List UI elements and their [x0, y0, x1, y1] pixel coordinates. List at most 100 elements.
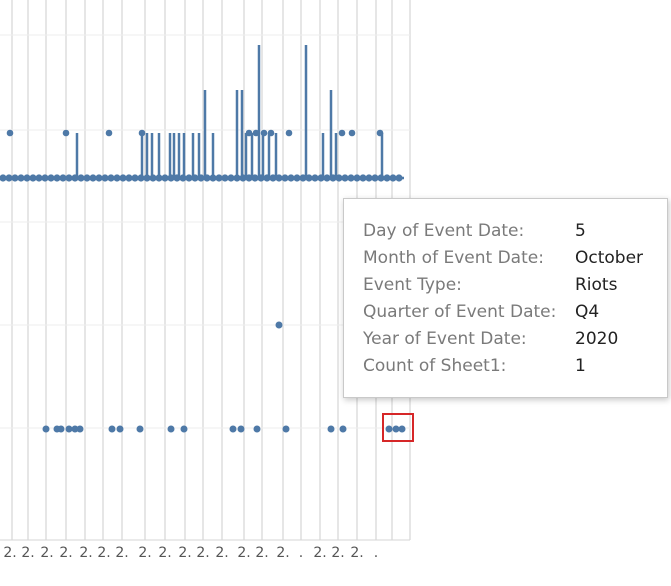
data-point[interactable]: [329, 174, 337, 182]
data-point[interactable]: [305, 174, 313, 182]
data-point[interactable]: [136, 425, 144, 433]
data-point[interactable]: [11, 174, 19, 182]
data-point[interactable]: [89, 174, 97, 182]
data-point[interactable]: [359, 174, 367, 182]
data-point[interactable]: [35, 174, 43, 182]
data-point[interactable]: [71, 425, 79, 433]
data-point[interactable]: [347, 174, 355, 182]
data-point[interactable]: [245, 174, 253, 182]
data-point[interactable]: [65, 174, 73, 182]
data-point[interactable]: [365, 174, 373, 182]
data-point[interactable]: [23, 174, 31, 182]
data-point[interactable]: [260, 129, 268, 137]
data-point[interactable]: [101, 174, 109, 182]
data-point[interactable]: [180, 425, 188, 433]
data-point[interactable]: [57, 425, 65, 433]
data-point[interactable]: [371, 174, 379, 182]
data-point[interactable]: [17, 174, 25, 182]
data-point[interactable]: [185, 174, 193, 182]
data-point[interactable]: [191, 174, 199, 182]
data-point[interactable]: [203, 174, 211, 182]
data-point[interactable]: [29, 174, 37, 182]
data-point[interactable]: [59, 174, 67, 182]
data-point[interactable]: [376, 129, 384, 137]
data-point[interactable]: [239, 174, 247, 182]
data-point[interactable]: [113, 174, 121, 182]
data-point[interactable]: [287, 174, 295, 182]
data-point[interactable]: [323, 174, 331, 182]
data-point[interactable]: [62, 129, 70, 137]
data-point[interactable]: [389, 174, 397, 182]
data-point[interactable]: [138, 129, 146, 137]
data-point[interactable]: [299, 174, 307, 182]
data-point[interactable]: [311, 174, 319, 182]
data-point[interactable]: [215, 174, 223, 182]
data-point[interactable]: [253, 425, 261, 433]
data-point[interactable]: [83, 174, 91, 182]
data-point[interactable]: [327, 425, 335, 433]
data-point[interactable]: [53, 174, 61, 182]
data-point[interactable]: [71, 174, 79, 182]
data-point[interactable]: [275, 321, 283, 329]
data-point[interactable]: [281, 174, 289, 182]
data-point[interactable]: [107, 174, 115, 182]
data-point[interactable]: [149, 174, 157, 182]
data-point[interactable]: [116, 425, 124, 433]
data-point[interactable]: [269, 174, 277, 182]
data-point[interactable]: [167, 425, 175, 433]
data-point[interactable]: [263, 174, 271, 182]
data-point[interactable]: [252, 129, 260, 137]
data-point[interactable]: [173, 174, 181, 182]
data-point[interactable]: [257, 174, 265, 182]
data-point[interactable]: [392, 425, 400, 433]
data-point[interactable]: [221, 174, 229, 182]
data-point[interactable]: [131, 174, 139, 182]
data-point[interactable]: [377, 174, 385, 182]
data-point[interactable]: [339, 425, 347, 433]
data-point[interactable]: [383, 174, 391, 182]
data-point[interactable]: [41, 174, 49, 182]
data-point[interactable]: [179, 174, 187, 182]
data-point[interactable]: [385, 425, 393, 433]
data-point[interactable]: [267, 129, 275, 137]
data-point[interactable]: [209, 174, 217, 182]
data-point[interactable]: [245, 129, 253, 137]
data-point[interactable]: [167, 174, 175, 182]
data-point[interactable]: [0, 174, 7, 182]
data-point[interactable]: [119, 174, 127, 182]
data-point[interactable]: [229, 425, 237, 433]
data-point[interactable]: [6, 129, 14, 137]
data-point[interactable]: [282, 425, 290, 433]
data-point[interactable]: [335, 174, 343, 182]
series-marks[interactable]: [0, 129, 406, 433]
data-point[interactable]: [108, 425, 116, 433]
data-point[interactable]: [233, 174, 241, 182]
data-point[interactable]: [353, 174, 361, 182]
data-point[interactable]: [137, 174, 145, 182]
data-point[interactable]: [155, 174, 163, 182]
data-point[interactable]: [76, 425, 84, 433]
data-point[interactable]: [65, 425, 73, 433]
data-point[interactable]: [237, 425, 245, 433]
data-point[interactable]: [398, 425, 406, 433]
data-point[interactable]: [338, 129, 346, 137]
data-point[interactable]: [395, 174, 403, 182]
data-point[interactable]: [95, 174, 103, 182]
data-point[interactable]: [77, 174, 85, 182]
data-point[interactable]: [47, 174, 55, 182]
data-point[interactable]: [341, 174, 349, 182]
data-point[interactable]: [197, 174, 205, 182]
data-point[interactable]: [143, 174, 151, 182]
data-point[interactable]: [293, 174, 301, 182]
data-point[interactable]: [105, 129, 113, 137]
data-point[interactable]: [5, 174, 13, 182]
data-point[interactable]: [317, 174, 325, 182]
data-point[interactable]: [348, 129, 356, 137]
data-point[interactable]: [227, 174, 235, 182]
data-point[interactable]: [42, 425, 50, 433]
data-point[interactable]: [161, 174, 169, 182]
data-point[interactable]: [251, 174, 259, 182]
data-point[interactable]: [125, 174, 133, 182]
data-point[interactable]: [285, 129, 293, 137]
